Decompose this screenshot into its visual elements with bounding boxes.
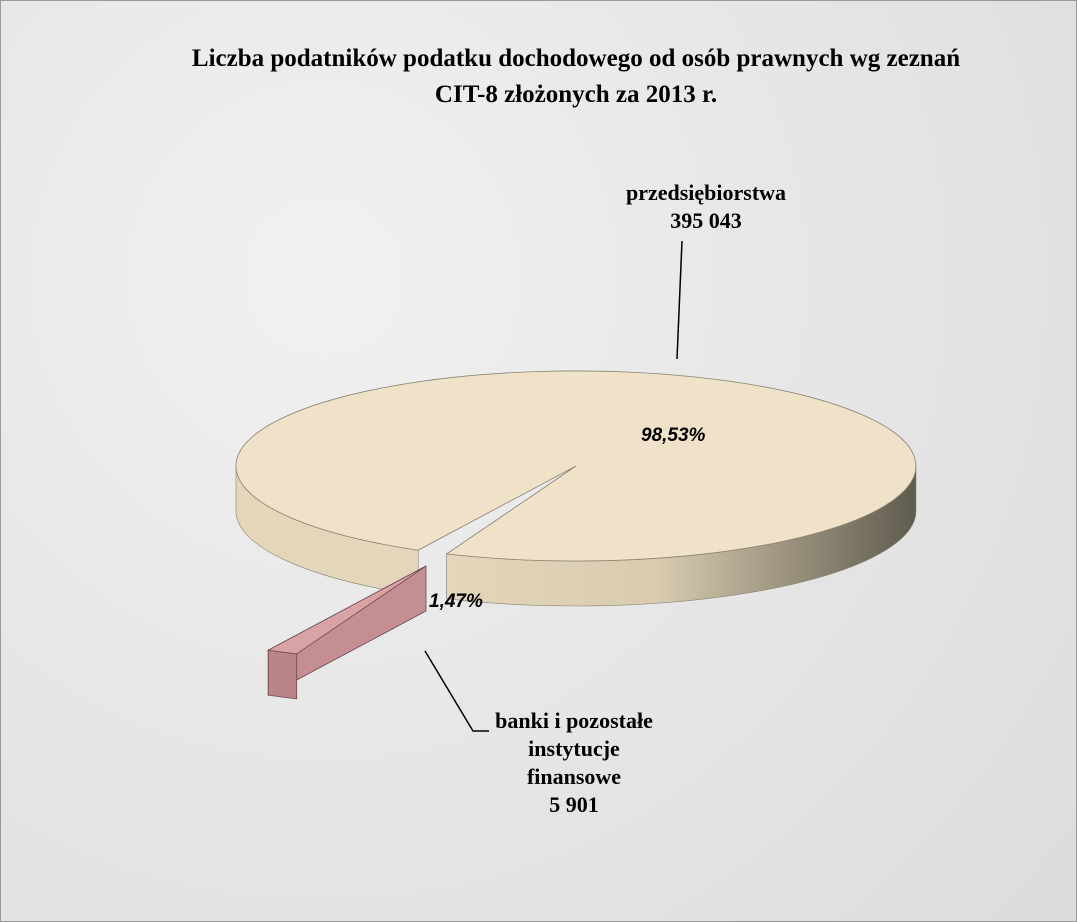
value-label: 395 043: [670, 208, 742, 233]
leader-line: [424, 650, 489, 732]
slice-label: przedsiębiorstwa 395 043: [601, 179, 811, 235]
leader-line: [676, 240, 683, 360]
percentage-label: 98,53%: [641, 425, 706, 446]
category-label: banki i pozostałe instytucje finansowe: [495, 708, 653, 789]
value-label: 5 901: [549, 792, 599, 817]
slice-label: banki i pozostałe instytucje finansowe 5…: [479, 707, 669, 819]
slice-side: [267, 649, 298, 700]
percentage-label: 1,47%: [429, 591, 483, 612]
category-label: przedsiębiorstwa: [625, 180, 787, 205]
slice: [266, 565, 427, 655]
chart-title: Liczba podatników podatku dochodowego od…: [191, 45, 961, 108]
slice: [235, 370, 917, 562]
